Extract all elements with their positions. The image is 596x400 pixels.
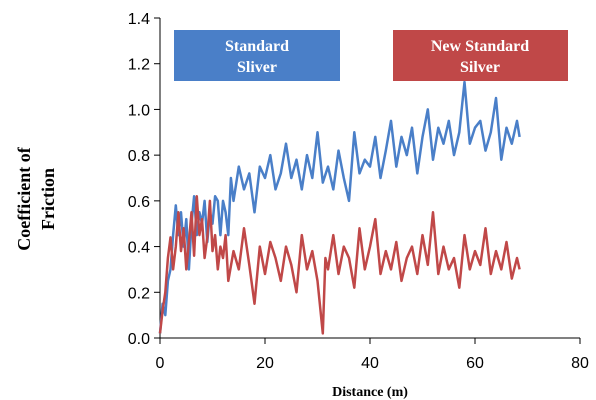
y-axis-title-line2: Friction [38, 168, 58, 230]
legend-swatch-standard-sliver [174, 30, 340, 81]
y-tick-label-1: 0.2 [128, 285, 150, 302]
legend-label-new-standard-line2: Silver [460, 59, 500, 76]
legend-new-standard-silver: New Standard Silver [393, 30, 568, 81]
series-layer [158, 80, 521, 335]
y-tick-label-2: 0.4 [128, 240, 150, 257]
legend-standard-sliver: Standard Sliver [174, 30, 340, 81]
x-axis-ticks: 0 20 40 60 80 [156, 338, 589, 372]
x-tick-label-4: 80 [571, 355, 589, 372]
y-tick-label-0: 0.0 [128, 331, 150, 348]
y-axis-title-line1: Coefficient of [14, 146, 34, 250]
x-tick-label-3: 60 [466, 355, 484, 372]
legend-label-new-standard-line1: New Standard [431, 38, 529, 55]
x-tick-label-2: 40 [361, 355, 379, 372]
series-line-new-standard-silver [158, 195, 521, 335]
y-tick-label-6: 1.2 [128, 57, 150, 74]
x-tick-label-1: 20 [256, 355, 274, 372]
x-tick-label-0: 0 [156, 355, 165, 372]
y-tick-label-5: 1.0 [128, 102, 150, 119]
y-tick-label-3: 0.6 [128, 194, 150, 211]
series-line-standard-sliver [158, 80, 521, 334]
x-axis-title: Distance (m) [332, 385, 408, 400]
y-axis-title: Coefficient of Friction [14, 146, 58, 250]
y-tick-label-4: 0.8 [128, 148, 150, 165]
legend-swatch-new-standard-silver [393, 30, 568, 81]
y-tick-label-7: 1.4 [128, 11, 150, 28]
y-axis-ticks: 0.0 0.2 0.4 0.6 0.8 1.0 1.2 1.4 [128, 11, 160, 348]
legend-label-standard-line1: Standard [225, 38, 289, 55]
legend-label-standard-line2: Sliver [237, 59, 277, 76]
